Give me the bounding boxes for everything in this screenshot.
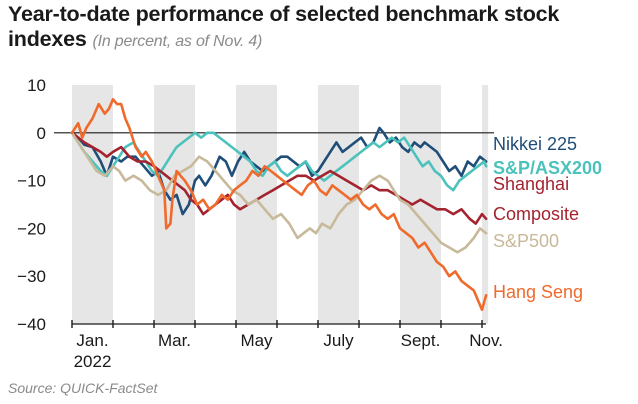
- x-tick-sublabel: 2022: [74, 352, 112, 371]
- x-tick-label: Nov.: [469, 331, 503, 350]
- y-grid: 10 0 −10 −20 −30 −40: [17, 76, 494, 334]
- x-tick-label: Jan.: [76, 331, 108, 350]
- chart-title: Year-to-date performance of selected ben…: [8, 2, 628, 54]
- chart-subtitle: (In percent, as of Nov. 4): [92, 33, 263, 50]
- series-line-s-p500: [70, 131, 488, 254]
- month-shading: [72, 85, 489, 324]
- legend-label: Nikkei 225: [493, 134, 577, 154]
- x-tick-label: May: [240, 331, 273, 350]
- shaded-band-5: [482, 85, 489, 324]
- y-tick-label: −20: [17, 219, 46, 238]
- legend-label: Composite: [493, 204, 579, 224]
- legend-label: S&P/ASX200: [493, 158, 602, 178]
- x-tick-label: Mar.: [158, 331, 191, 350]
- legend-label: Shanghai: [493, 174, 569, 194]
- legend-label: Hang Seng: [493, 282, 583, 302]
- shaded-band-2: [236, 85, 277, 324]
- series-lines: [70, 98, 488, 312]
- legend-label: S&P500: [493, 231, 559, 251]
- source-note: Source: QUICK-FactSet: [8, 380, 158, 396]
- x-axis: Jan. 2022 Mar. May July Sept. Nov.: [71, 320, 503, 371]
- series-line-nikkei-225: [70, 126, 488, 216]
- shaded-band-3: [318, 85, 359, 324]
- y-tick-label: −10: [17, 172, 46, 191]
- y-tick-label: −30: [17, 267, 46, 286]
- series-line-hang-seng: [70, 98, 488, 312]
- y-tick-label: −40: [17, 315, 46, 334]
- y-tick-label: 0: [37, 124, 46, 143]
- y-tick-label: 10: [27, 76, 46, 95]
- x-tick-label: Sept.: [401, 331, 441, 350]
- chart-title-text: Year-to-date performance of selected ben…: [8, 2, 560, 51]
- series-line-shanghai-composite: [70, 131, 488, 225]
- x-tick-label: July: [323, 331, 354, 350]
